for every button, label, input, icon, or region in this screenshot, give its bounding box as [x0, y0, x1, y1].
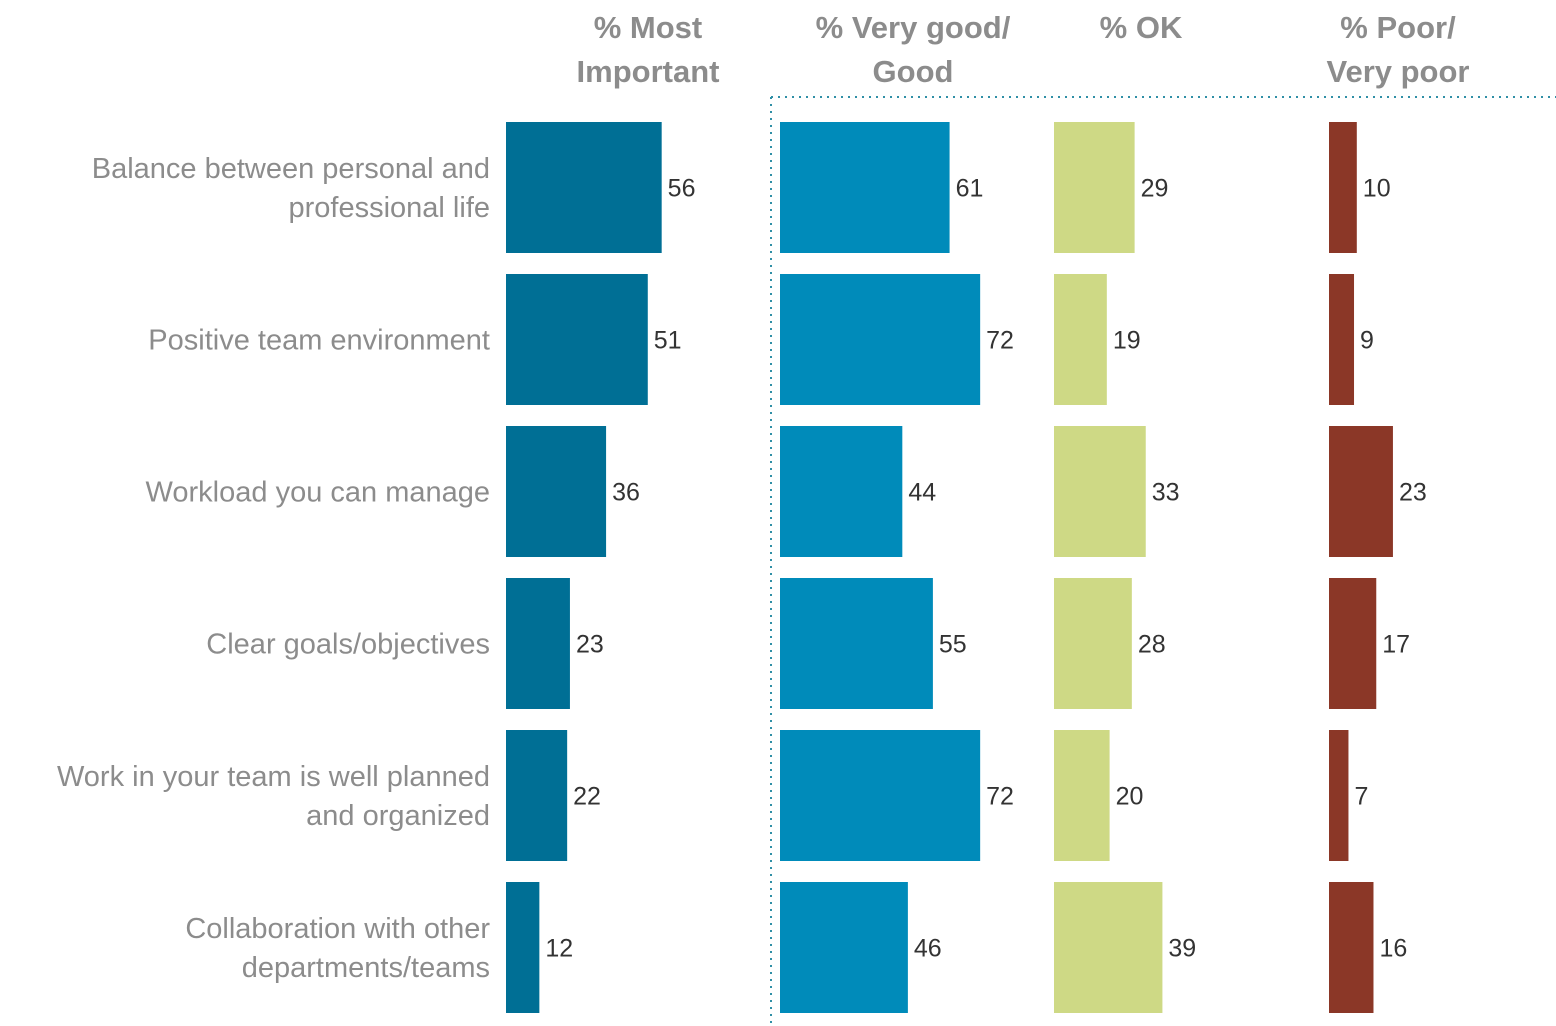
bar-series-1-row-3	[780, 578, 933, 709]
value-label-series-1-row-4: 72	[986, 783, 1014, 811]
value-label-series-3-row-0: 10	[1363, 175, 1391, 203]
value-label-series-3-row-5: 16	[1379, 935, 1407, 963]
value-label-series-1-row-2: 44	[908, 479, 936, 507]
bar-series-0-row-0	[506, 122, 662, 253]
column-header-3-line-0: % Poor/	[1340, 10, 1456, 45]
bar-series-1-row-0	[780, 122, 950, 253]
bar-series-3-row-1	[1329, 274, 1355, 405]
value-label-series-1-row-3: 55	[939, 631, 967, 659]
value-label-series-1-row-0: 61	[956, 175, 984, 203]
value-label-series-1-row-1: 72	[986, 327, 1014, 355]
bar-series-2-row-0	[1054, 122, 1135, 253]
row-label-4-line-0: Work in your team is well planned	[57, 761, 490, 793]
row-label-5-line-0: Collaboration with other	[185, 913, 490, 945]
column-header-0-line-0: % Most	[594, 10, 703, 45]
row-label-0-line-0: Balance between personal and	[92, 153, 490, 185]
bar-series-3-row-4	[1329, 730, 1349, 861]
value-label-series-0-row-4: 22	[573, 783, 601, 811]
bar-series-3-row-5	[1329, 882, 1374, 1013]
column-header-1-line-0: % Very good/	[816, 10, 1011, 45]
row-label-2-line-0: Workload you can manage	[146, 477, 490, 509]
value-label-series-3-row-1: 9	[1360, 327, 1374, 355]
value-label-series-0-row-2: 36	[612, 479, 640, 507]
row-label-5-line-1: departments/teams	[242, 952, 490, 984]
value-label-series-3-row-3: 17	[1382, 631, 1410, 659]
bar-series-2-row-1	[1054, 274, 1107, 405]
row-label-4-line-1: and organized	[306, 800, 490, 832]
value-label-series-0-row-5: 12	[545, 935, 573, 963]
value-label-series-0-row-1: 51	[654, 327, 682, 355]
bar-series-0-row-4	[506, 730, 568, 861]
value-label-series-2-row-0: 29	[1141, 175, 1169, 203]
column-header-3-line-1: Very poor	[1327, 54, 1470, 89]
value-label-series-2-row-1: 19	[1113, 327, 1141, 355]
bar-series-0-row-5	[506, 882, 540, 1013]
bar-series-2-row-3	[1054, 578, 1132, 709]
row-label-3-line-0: Clear goals/objectives	[206, 629, 490, 661]
value-label-series-2-row-5: 39	[1168, 935, 1196, 963]
value-label-series-2-row-3: 28	[1138, 631, 1166, 659]
column-header-1-line-1: Good	[873, 54, 954, 89]
value-label-series-2-row-4: 20	[1116, 783, 1144, 811]
column-header-2-line-0: % OK	[1100, 10, 1183, 45]
value-label-series-3-row-2: 23	[1399, 479, 1427, 507]
bar-series-0-row-1	[506, 274, 648, 405]
value-label-series-3-row-4: 7	[1354, 783, 1368, 811]
value-label-series-1-row-5: 46	[914, 935, 942, 963]
row-label-1-line-0: Positive team environment	[148, 325, 490, 357]
bar-series-1-row-2	[780, 426, 903, 557]
bar-series-2-row-5	[1054, 882, 1163, 1013]
column-header-0-line-1: Important	[577, 54, 720, 89]
value-label-series-0-row-0: 56	[668, 175, 696, 203]
bar-series-3-row-0	[1329, 122, 1357, 253]
bar-series-0-row-2	[506, 426, 607, 557]
bar-series-1-row-4	[780, 730, 981, 861]
bar-series-3-row-3	[1329, 578, 1377, 709]
row-label-0-line-1: professional life	[289, 192, 491, 224]
value-label-series-2-row-2: 33	[1152, 479, 1180, 507]
bar-series-3-row-2	[1329, 426, 1393, 557]
bar-series-1-row-5	[780, 882, 908, 1013]
bar-series-2-row-2	[1054, 426, 1146, 557]
value-label-series-0-row-3: 23	[576, 631, 604, 659]
bar-series-2-row-4	[1054, 730, 1110, 861]
bar-series-0-row-3	[506, 578, 570, 709]
bar-series-1-row-1	[780, 274, 981, 405]
